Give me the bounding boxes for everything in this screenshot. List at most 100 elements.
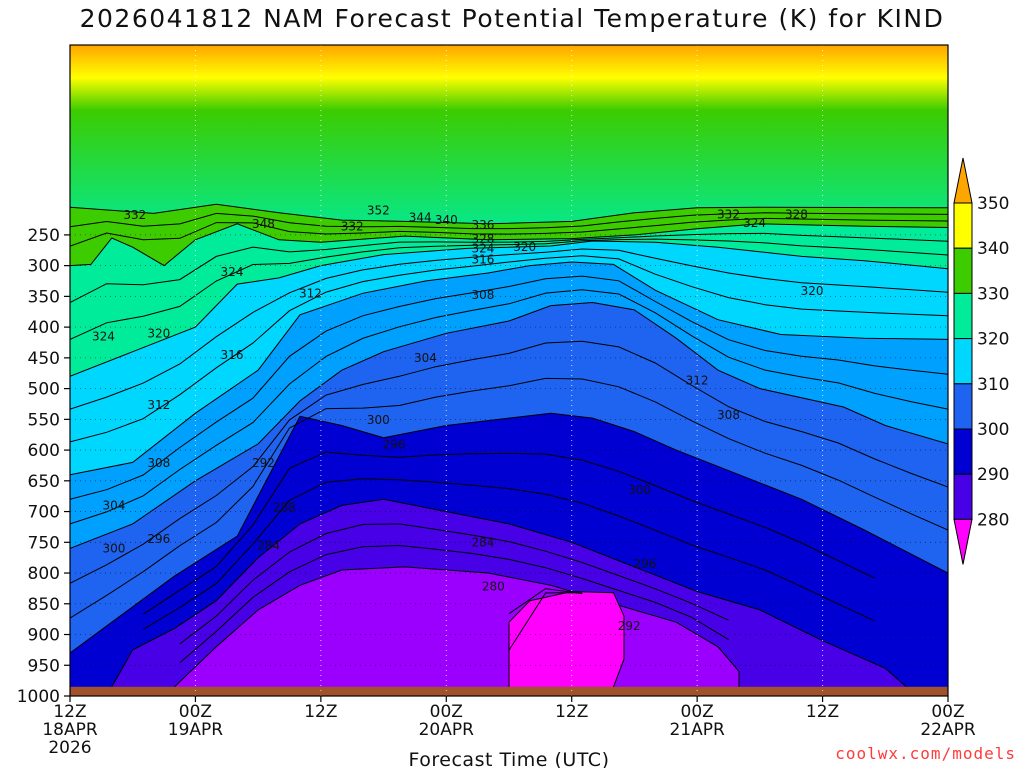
y-tick-label: 550 — [28, 410, 60, 430]
contour-label: 312 — [299, 286, 322, 300]
contour-label: 336 — [471, 218, 494, 232]
y-tick-label: 400 — [28, 318, 60, 338]
contour-label: 308 — [717, 408, 740, 422]
colorbar-bottom-arrow — [953, 518, 973, 565]
contour-line — [70, 238, 948, 340]
colorbar-segment — [953, 473, 973, 520]
contour-label: 312 — [686, 374, 709, 388]
y-tick-label: 700 — [28, 503, 60, 523]
contour-label: 312 — [147, 398, 170, 412]
contour-line — [70, 217, 948, 247]
x-tick-label: 21APR — [669, 720, 725, 740]
colorbar-label: 280 — [977, 510, 1009, 530]
contour-line — [70, 248, 948, 410]
contour-label: 328 — [785, 208, 808, 222]
contour-label: 320 — [513, 240, 536, 254]
y-tick-label: 300 — [28, 257, 60, 277]
colorbar-label: 340 — [977, 239, 1009, 259]
x-tick-label: 18APR — [42, 720, 98, 740]
contour-label: 292 — [252, 456, 275, 470]
colorbar-segment — [953, 428, 973, 475]
contour-label: 348 — [252, 217, 275, 231]
y-tick-label: 350 — [28, 287, 60, 307]
y-tick-label: 650 — [28, 472, 60, 492]
contour-label: 316 — [471, 253, 494, 267]
colorbar-label: 330 — [977, 284, 1009, 304]
contour-line — [70, 340, 948, 584]
contour-label: 292 — [618, 619, 641, 633]
y-tick-label: 950 — [28, 656, 60, 676]
contour-line — [70, 275, 948, 500]
x-axis-label: Forecast Time (UTC) — [409, 749, 610, 768]
x-tick-label: 22APR — [920, 720, 976, 740]
y-tick-label: 500 — [28, 380, 60, 400]
contour-label: 332 — [717, 208, 740, 222]
x-tick-label: 19APR — [168, 720, 224, 740]
contour-label: 300 — [367, 413, 390, 427]
contour-label: 300 — [628, 483, 651, 497]
contour-label: 344 — [409, 211, 432, 225]
contour-line — [508, 588, 583, 615]
x-tick-label: 20APR — [419, 720, 475, 740]
x-tick-label: 12Z — [555, 702, 588, 722]
contour-label: 324 — [471, 241, 494, 255]
contour-label: 320 — [147, 326, 170, 340]
contour-label: 308 — [147, 456, 170, 470]
colorbar-label: 300 — [977, 420, 1009, 440]
y-tick-label: 900 — [28, 626, 60, 646]
contour-label: 316 — [221, 348, 244, 362]
x-tick-label: 12Z — [53, 702, 86, 722]
chart-title: 2026041812 NAM Forecast Potential Temper… — [79, 4, 945, 33]
contour-line — [70, 212, 948, 230]
x-tick-label: 00Z — [931, 702, 964, 722]
contour-line — [70, 289, 948, 525]
y-tick-label: 800 — [28, 564, 60, 584]
y-tick-label: 250 — [28, 226, 60, 246]
credit-text: coolwx.com/models — [835, 744, 1016, 763]
colorbar-segment — [953, 247, 973, 294]
y-tick-label: 600 — [28, 441, 60, 461]
contour-label: 328 — [471, 232, 494, 246]
x-tick-label: 12Z — [304, 702, 337, 722]
y-axis: 250 300 350 400 450 500 550 600 650 700 750 800 850 9… — [17, 226, 70, 707]
contour-label: 332 — [341, 219, 364, 233]
colorbar-segment — [953, 383, 973, 430]
x-tick-label: 00Z — [430, 702, 463, 722]
colorbar-segment — [953, 338, 973, 385]
colorbar-label: 320 — [977, 330, 1009, 350]
colorbar-label: 290 — [977, 465, 1009, 485]
contour-label: 352 — [367, 203, 390, 217]
contour-label: 300 — [102, 541, 125, 555]
contour-label: 304 — [414, 351, 437, 365]
contour-label: 324 — [743, 216, 766, 230]
contour-label: 324 — [92, 329, 115, 343]
colorbar-segment — [953, 292, 973, 340]
y-tick-label: 750 — [28, 533, 60, 553]
contour-label: 284 — [257, 538, 280, 552]
contour-line — [508, 592, 583, 651]
colorbar-top-arrow — [953, 157, 973, 204]
contour-label: 284 — [471, 535, 494, 549]
ground-strip — [70, 686, 948, 696]
contour-label: 340 — [435, 213, 458, 227]
x-tick-label: 00Z — [179, 702, 212, 722]
contour-label: 308 — [471, 288, 494, 302]
contour-line — [70, 232, 948, 303]
colorbar-label: 310 — [977, 375, 1009, 395]
contour-label: 304 — [102, 498, 125, 512]
contour-label: 296 — [633, 557, 656, 571]
color-band-8 — [508, 590, 625, 696]
contour-line — [142, 478, 876, 630]
contour-label: 296 — [147, 532, 170, 546]
x-tick-label: 2026 — [48, 738, 91, 758]
contour-label: 288 — [273, 500, 296, 514]
colorbar-label: 350 — [977, 194, 1009, 214]
x-tick-label: 12Z — [806, 702, 839, 722]
contour-label: 280 — [482, 580, 505, 594]
contour-label: 320 — [801, 284, 824, 298]
contour-line — [70, 377, 948, 619]
contour-label: 332 — [123, 208, 146, 222]
